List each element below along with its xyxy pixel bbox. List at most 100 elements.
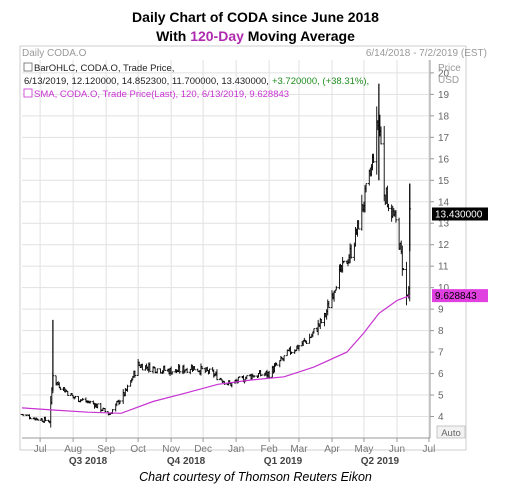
price-bar (178, 364, 181, 374)
subtitle-pre: With (156, 28, 191, 44)
price-bar (394, 210, 398, 223)
last-price-badge: 13.430000 (432, 207, 488, 221)
x-quarter-label: Q2 2019 (361, 456, 400, 467)
price-bar (88, 400, 92, 404)
price-bar (402, 267, 405, 271)
price-bar (193, 366, 196, 371)
y-tick-label: 18 (438, 111, 450, 122)
x-tick-label: Feb (261, 444, 279, 455)
price-bar (29, 417, 32, 420)
price-bar (215, 369, 219, 381)
x-tick-label: Jul (423, 444, 436, 455)
price-bar (118, 400, 122, 404)
price-bar (133, 370, 137, 378)
y-tick-label: 16 (438, 154, 450, 165)
price-bar (44, 416, 47, 422)
y-tick-label: 17 (438, 133, 450, 144)
price-bar (349, 244, 353, 259)
price-bar (73, 396, 77, 399)
header-right: 6/14/2018 - 7/2/2019 (EST) (366, 48, 487, 59)
price-bar (342, 260, 346, 264)
x-quarter-label: Q4 2018 (167, 456, 206, 467)
price-bar (267, 370, 271, 379)
auto-label: Auto (441, 428, 461, 439)
legend-ohlc-numbers: 6/13/2019, 12.120000, 14.852300, 11.7000… (24, 76, 269, 87)
subtitle-post: Moving Average (243, 28, 355, 44)
y-tick-label: 8 (438, 326, 444, 337)
price-bar (141, 363, 144, 371)
price-bar (252, 375, 256, 378)
price-bar (357, 220, 360, 230)
price-bar (297, 345, 301, 352)
y-tick-label: 4 (438, 412, 444, 423)
x-tick-label: Mar (290, 444, 308, 455)
header-left: Daily CODA.O (22, 48, 87, 59)
x-tick-label: Oct (130, 444, 146, 455)
x-quarter-label: Q1 2019 (264, 456, 303, 467)
x-tick-label: Dec (194, 444, 212, 455)
price-bar (208, 368, 211, 374)
price-bar (238, 376, 241, 378)
price-bar (21, 413, 25, 417)
y-tick-label: 5 (438, 391, 444, 402)
price-bar (81, 397, 85, 401)
legend-ohlc-text: BarOHLC, CODA.O, Trade Price, (34, 63, 174, 74)
price-bar (275, 362, 278, 366)
price-bar (334, 285, 338, 291)
sma-value-badge: 9.628843 (432, 289, 488, 303)
price-bar (200, 366, 204, 370)
price-bar (96, 403, 99, 409)
x-tick-label: Nov (162, 444, 180, 455)
x-tick-label: Apr (324, 444, 340, 455)
price-bar (245, 375, 249, 380)
legend-sma: SMA, CODA.O, Trade Price(Last), 120, 6/1… (23, 88, 289, 100)
chart-credit: Chart courtesy of Thomson Reuters Eikon (139, 470, 372, 484)
chart-subtitle: With 120-Day Moving Average (0, 28, 511, 44)
y-tick-label: 10 (438, 283, 450, 294)
price-bar (327, 300, 331, 309)
price-bar (66, 391, 70, 396)
y-tick-label: 9 (438, 305, 444, 316)
x-tick-label: Jun (389, 444, 405, 455)
price-bar (170, 371, 174, 375)
legend-ohlc: BarOHLC, CODA.O, Trade Price, 6/13/2019,… (23, 62, 369, 87)
x-tick-label: Jan (228, 444, 244, 455)
price-bar (290, 351, 293, 354)
price-bar (36, 418, 40, 421)
sma-line (21, 295, 411, 414)
x-tick-label: Aug (64, 444, 82, 455)
y-tick-label: 12 (438, 240, 450, 251)
price-bar (364, 183, 368, 193)
y-tick-label: 19 (438, 90, 450, 101)
price-bar (387, 203, 390, 212)
chart-title: Daily Chart of CODA since June 2018 (132, 9, 379, 25)
legend-ohlc-values: 6/13/2019, 12.120000, 14.852300, 11.7000… (24, 76, 369, 87)
subtitle-highlight: 120-Day (190, 28, 244, 44)
last-price-badge-text: 13.430000 (435, 209, 483, 220)
legend-sma-text: SMA, CODA.O, Trade Price(Last), 120, 6/1… (34, 89, 289, 100)
price-bar (103, 408, 107, 413)
y-tick-label: 7 (438, 348, 444, 359)
price-bar (185, 367, 189, 373)
price-bar (379, 126, 383, 145)
x-tick-label: May (354, 444, 373, 455)
y-tick-label: 6 (438, 369, 444, 380)
price-bar (312, 328, 316, 334)
price-bar (148, 362, 152, 372)
legend-ohlc-change: +3.720000, (+38.31%), (272, 76, 369, 87)
auto-button[interactable]: Auto (436, 425, 466, 439)
y-tick-label: 20 (438, 68, 450, 79)
sma-value-badge-text: 9.628843 (435, 291, 477, 302)
y-tick-label: 11 (438, 262, 449, 273)
price-bar (320, 319, 323, 324)
x-quarter-label: Q3 2018 (69, 456, 108, 467)
price-bar (372, 153, 375, 163)
y-tick-label: 15 (438, 176, 450, 187)
x-tick-label: Sep (97, 444, 115, 455)
price-axis-label: Price (438, 63, 461, 74)
y-tick-label: 14 (438, 197, 450, 208)
price-bar (155, 368, 159, 374)
price-bar (260, 374, 263, 376)
price-bar (59, 386, 62, 391)
x-tick-label: Jul (34, 444, 47, 455)
